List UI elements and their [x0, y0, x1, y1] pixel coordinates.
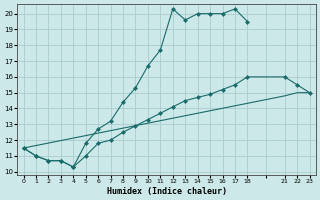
- X-axis label: Humidex (Indice chaleur): Humidex (Indice chaleur): [107, 187, 227, 196]
